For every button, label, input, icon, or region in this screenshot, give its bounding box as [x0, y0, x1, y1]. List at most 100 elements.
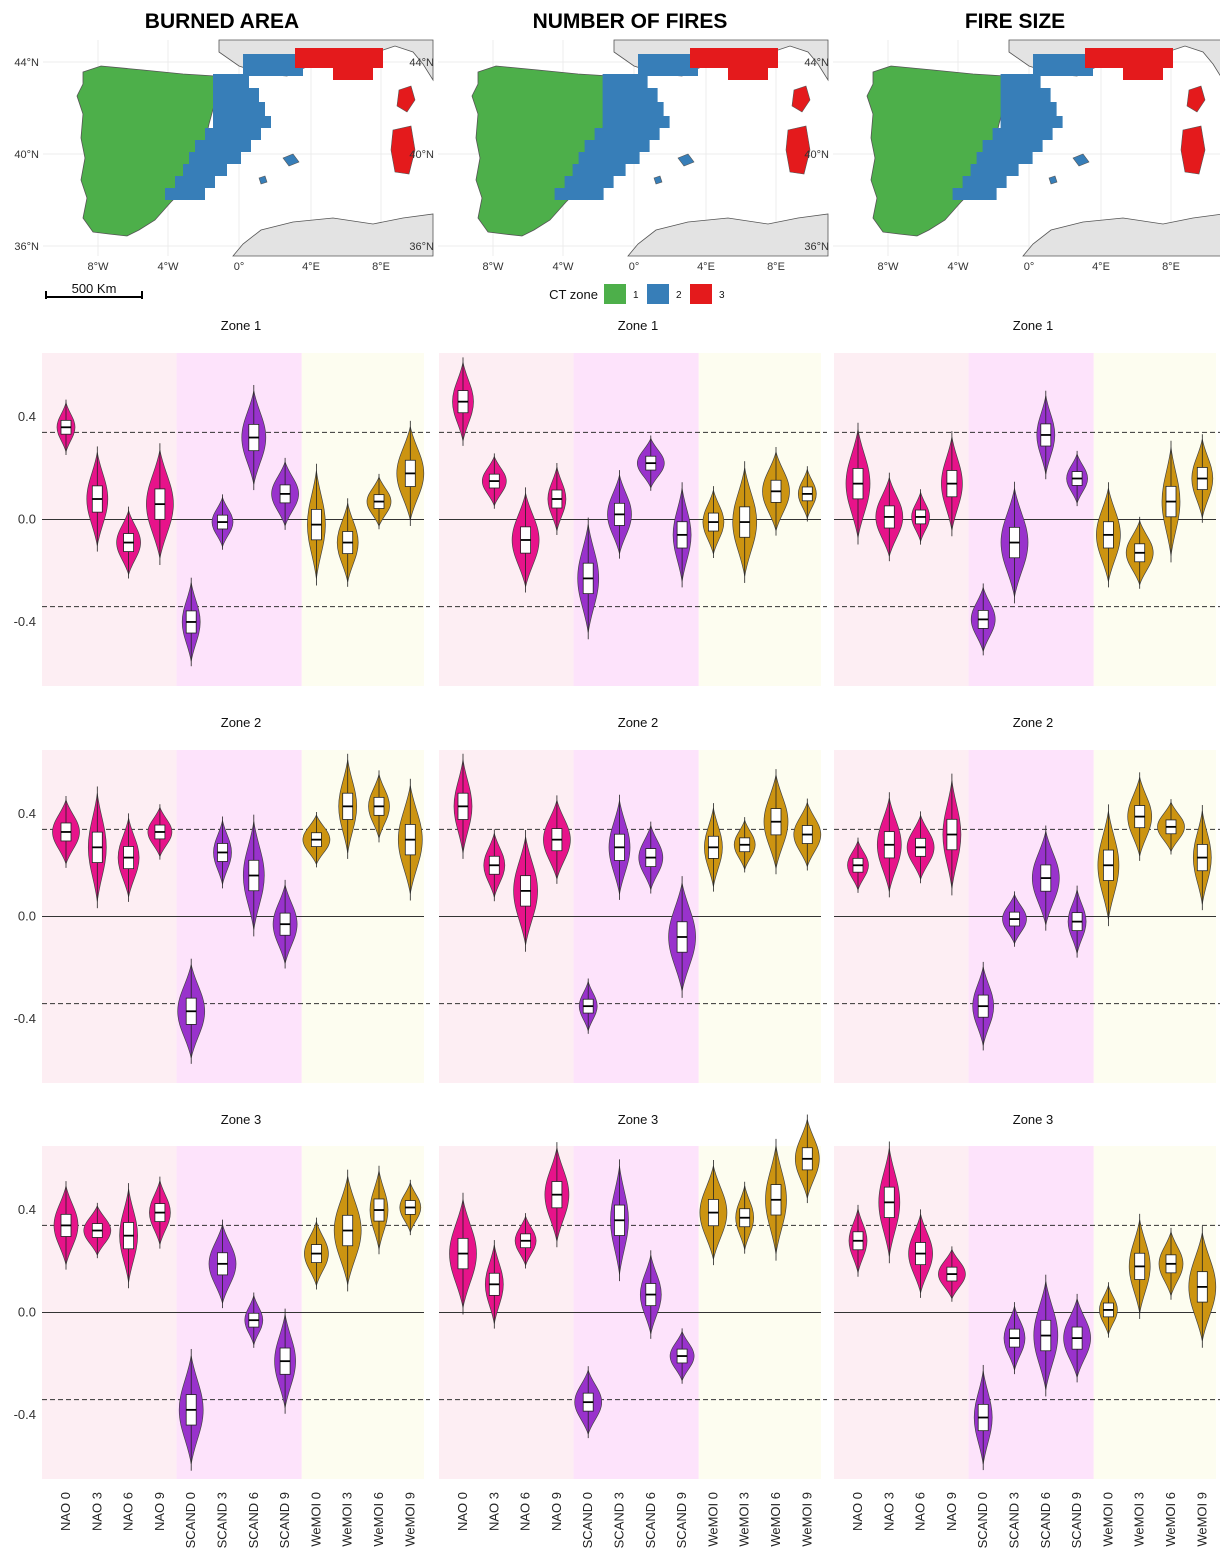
x-tick-label: SCAND 9 [277, 1492, 292, 1548]
violin-nao-6 [514, 1213, 537, 1269]
violin-nao-0 [847, 837, 869, 893]
panel-1: Zone 1 0.4 0.0 -0.4 [14, 318, 430, 686]
panel-6: Zone 2 [834, 715, 1220, 1083]
y-tick-label: 0.4 [18, 409, 36, 424]
violin-nao-9 [544, 1142, 570, 1248]
violin-nao-6 [908, 1209, 933, 1298]
lat-label: 40°N [804, 149, 829, 161]
violin-wemoi-0 [704, 803, 723, 892]
violin-wemoi-6 [1158, 1227, 1184, 1300]
violin-scand-6 [638, 821, 664, 894]
violin-wemoi-3 [333, 1169, 362, 1292]
panel-4: Zone 2 0.4 0.0 -0.4 [14, 715, 430, 1083]
lon-label: 4°W [158, 261, 180, 273]
violin-nao-6 [511, 487, 540, 593]
violin-wemoi-3 [735, 1181, 755, 1254]
violin-nao-0 [452, 357, 474, 446]
zone-2-area [165, 54, 303, 200]
island-sardinia [390, 125, 416, 175]
violin-scand-3 [211, 494, 234, 550]
violin-scand-9 [271, 457, 299, 530]
lon-label: 4°W [948, 261, 970, 273]
violin-scand-9 [1066, 450, 1088, 507]
violin-wemoi-9 [399, 1179, 422, 1236]
panel-title: Zone 1 [221, 318, 261, 333]
violin-scand-9 [274, 1308, 296, 1414]
violin-scand-0 [577, 517, 600, 640]
island-corsica [1186, 85, 1206, 113]
violin-nao-0 [52, 796, 80, 868]
lon-label: 4°E [1092, 261, 1110, 273]
violin-wemoi-6 [366, 473, 392, 530]
island-ibiza [653, 175, 663, 185]
land-africa [1022, 213, 1220, 257]
violin-wemoi-0 [1097, 804, 1120, 927]
lat-label: 36°N [804, 241, 829, 253]
panel-title: Zone 3 [618, 1112, 658, 1127]
x-tick-label: NAO 0 [455, 1492, 470, 1531]
y-tick-label: 0.0 [18, 512, 36, 527]
column-titles: BURNED AREA NUMBER OF FIRES FIRE SIZE [145, 10, 1065, 33]
x-tick-label: SCAND 6 [246, 1492, 261, 1548]
x-tick-label: NAO 9 [549, 1492, 564, 1531]
island-sardinia [785, 125, 811, 175]
x-tick-label: NAO 6 [913, 1492, 928, 1531]
panel-3: Zone 1 [834, 318, 1220, 686]
violin-scand-0 [972, 961, 995, 1051]
violin-scand-3 [1003, 1302, 1026, 1375]
violin-wemoi-3 [732, 461, 758, 583]
violin-scand-3 [213, 816, 232, 889]
violin-scand-9 [672, 482, 692, 588]
violin-scand-0 [178, 1348, 204, 1471]
x-tick-label: WeMOI 0 [1100, 1492, 1115, 1547]
violin-scand-6 [636, 435, 665, 491]
legend-title: CT zone [549, 287, 598, 302]
violin-wemoi-9 [1192, 805, 1212, 911]
y-tick-label: 0.4 [18, 1202, 36, 1217]
x-tick-label: WeMOI 6 [371, 1492, 386, 1547]
x-tick-label: WeMOI 9 [1194, 1492, 1209, 1547]
x-tick-label: NAO 9 [152, 1492, 167, 1531]
violin-wemoi-0 [699, 1160, 728, 1266]
island-corsica [396, 85, 416, 113]
panel-8: Zone 3 [439, 1112, 827, 1479]
zone-3-area [1085, 48, 1173, 80]
violin-scand-3 [208, 1219, 237, 1309]
x-tick-label: SCAND 0 [183, 1492, 198, 1548]
violin-nao-0 [56, 399, 76, 455]
violin-wemoi-6 [763, 769, 789, 875]
x-tick-label: WeMOI 3 [1132, 1492, 1147, 1547]
island-mallorca [282, 153, 300, 167]
violin-wemoi-9 [1191, 434, 1214, 523]
violin-scand-6 [244, 1292, 264, 1348]
zone-2-area [952, 54, 1093, 200]
violin-wemoi-6 [765, 1138, 787, 1261]
map-2: 44°N 40°N 36°N 8°W 4°W 0° 4°E 8°E [409, 39, 829, 273]
panel-2: Zone 1 [439, 318, 827, 686]
y-tick-label: -0.4 [14, 1011, 36, 1026]
violin-wemoi-0 [307, 463, 326, 586]
violin-nao-6 [117, 813, 140, 902]
violin-nao-3 [876, 792, 902, 898]
violin-nao-3 [86, 446, 109, 552]
violin-scand-9 [1067, 885, 1087, 958]
violin-nao-0 [53, 1181, 79, 1270]
violin-scand-6 [1036, 390, 1056, 480]
ct-zone-legend: CT zone 1 2 3 [549, 284, 725, 304]
violin-wemoi-0 [1099, 1282, 1118, 1338]
land-africa [232, 213, 434, 257]
violin-nao-6 [513, 830, 538, 952]
x-axis-labels: NAO 0 NAO 3 NAO 6 NAO 9 SCAND 0 SCAND 3 SCAND … [58, 1492, 1209, 1548]
violin-nao-6 [119, 1183, 138, 1289]
panel-7: Zone 3 0.4 0.0 -0.4 [14, 1112, 430, 1479]
violin-nao-3 [83, 1202, 112, 1259]
x-tick-label: NAO 3 [486, 1492, 501, 1531]
lat-label: 36°N [14, 241, 39, 253]
maps: 44°N 40°N 36°N 8°W 4°W 0° 4°E 8°E 44°N 40°N 36°N 8°… [14, 39, 1220, 273]
island-ibiza [1048, 175, 1058, 185]
violin-nao-9 [146, 443, 174, 565]
zone-3-area [295, 48, 383, 80]
violin-nao-0 [845, 422, 871, 545]
violin-wemoi-3 [338, 753, 358, 859]
